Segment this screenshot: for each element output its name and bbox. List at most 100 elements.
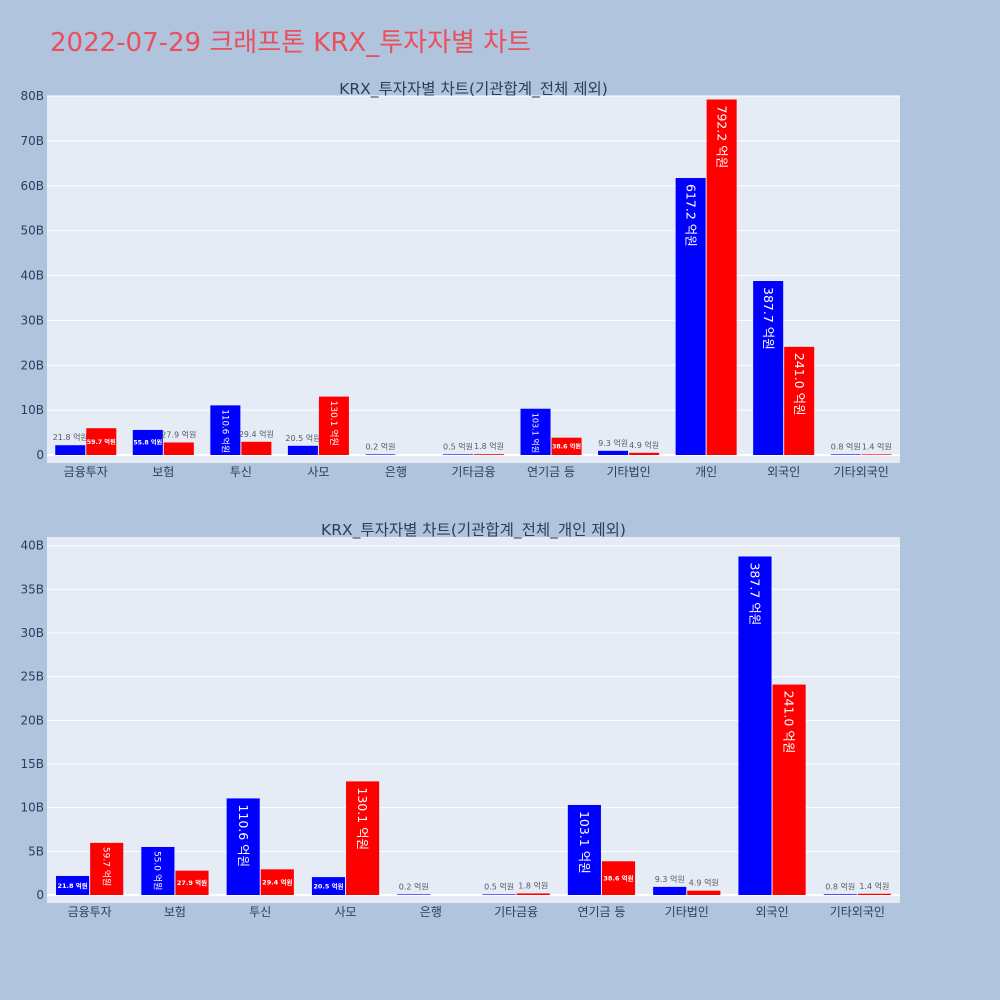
bar	[772, 684, 806, 895]
bar	[823, 894, 857, 895]
bar	[830, 454, 861, 455]
x-tick-label: 사모	[335, 905, 357, 919]
bar	[56, 875, 90, 895]
data-label: 241.0 억원	[782, 691, 797, 754]
bar	[365, 454, 396, 455]
x-tick-label: 금융투자	[68, 905, 112, 919]
y-tick-label: 30B	[20, 626, 44, 640]
x-tick-label: 외국인	[755, 905, 788, 919]
y-tick-label: 50B	[20, 224, 44, 238]
data-label: 27.9 억원	[161, 429, 196, 439]
bar	[738, 556, 772, 895]
bar	[687, 890, 721, 895]
data-label: 1.8 억원	[518, 880, 548, 890]
x-tick-label: 투신	[249, 905, 271, 919]
bar	[442, 454, 473, 455]
y-tick-label: 10B	[20, 801, 44, 815]
bar	[397, 894, 431, 895]
bar	[175, 870, 209, 895]
data-label: 9.3 억원	[598, 438, 628, 448]
data-label: 0.8 억원	[831, 441, 861, 451]
bar	[598, 450, 629, 455]
x-tick-label: 기타금융	[451, 465, 495, 479]
data-label: 55.8 억원	[133, 439, 162, 447]
x-tick-label: 은행	[385, 464, 407, 479]
data-label: 110.6 억원	[236, 804, 251, 867]
data-label: 59.7 억원	[87, 438, 116, 446]
bar	[629, 452, 660, 455]
data-label: 103.1 억원	[531, 413, 541, 453]
y-tick-label: 20B	[20, 358, 44, 372]
data-label: 241.0 억원	[792, 353, 807, 416]
data-label: 0.8 억원	[825, 881, 855, 891]
data-label: 21.8 억원	[57, 881, 87, 890]
x-tick-label: 연기금 등	[577, 905, 625, 919]
chart-all-investors: 0 10B 20B 30B 40B 50B 60B 70B 80B KRX_투자자별 차트(기관합…	[20, 80, 900, 479]
y-tick-label: 80B	[20, 89, 44, 103]
data-label: 0.5 억원	[443, 441, 473, 451]
bar	[857, 893, 891, 895]
x-tick-label: 기타법인	[607, 465, 651, 479]
x-tick-label: 보험	[164, 905, 186, 919]
bar	[706, 99, 737, 456]
x-tick-label: 기타법인	[665, 905, 709, 919]
bar	[318, 396, 349, 455]
page-title: 2022-07-29 크래프톤 KRX_투자자별 차트	[50, 28, 532, 58]
y-tick-label: 35B	[20, 582, 44, 596]
bar	[482, 894, 516, 895]
bar	[90, 842, 124, 895]
data-label: 0.2 억원	[365, 441, 395, 451]
bar	[516, 893, 550, 895]
y-tick-label: 10B	[20, 403, 44, 417]
y-tick-label: 25B	[20, 670, 44, 684]
chart-title: KRX_투자자별 차트(기관합계_전체 제외)	[339, 80, 608, 99]
x-tick-label: 투신	[230, 465, 252, 479]
x-tick-label: 사모	[307, 465, 329, 479]
data-label: 0.2 억원	[399, 881, 429, 891]
data-label: 20.5 억원	[285, 433, 320, 443]
bar	[601, 861, 636, 895]
data-label: 0.5 억원	[484, 881, 514, 891]
bar	[520, 408, 551, 455]
y-tick-label: 0	[36, 888, 44, 902]
bar	[653, 886, 687, 895]
bar	[55, 445, 86, 455]
data-label: 29.4 억원	[262, 877, 292, 886]
bar	[474, 454, 505, 455]
x-tick-label: 보험	[152, 465, 174, 479]
y-tick-label: 20B	[20, 713, 44, 727]
data-label: 617.2 억원	[683, 184, 698, 247]
x-tick-label: 외국인	[767, 465, 800, 479]
x-tick-label: 기타금융	[494, 905, 538, 919]
data-label: 21.8 억원	[53, 432, 88, 442]
data-label: 130.1 억원	[355, 787, 370, 850]
x-tick-label: 기타외국인	[834, 465, 889, 479]
bar	[86, 428, 117, 455]
y-tick-label: 40B	[20, 539, 44, 553]
y-tick-label: 15B	[20, 757, 44, 771]
data-label: 20.5 억원	[313, 881, 343, 890]
data-label: 29.4 억원	[239, 429, 274, 439]
bar	[346, 781, 380, 895]
y-tick-label: 70B	[20, 134, 44, 148]
bar	[210, 405, 241, 455]
data-label: 55.0 억원	[152, 851, 164, 890]
bar	[226, 798, 260, 895]
bar	[861, 454, 892, 455]
x-tick-label: 연기금 등	[527, 465, 575, 479]
chart-excluding-individuals: 0 5B 10B 15B 20B 25B 30B 35B 40B KRX_투자자별 차트(기관합계…	[20, 521, 900, 919]
bar	[132, 429, 163, 455]
bar	[311, 877, 346, 895]
y-tick-label: 40B	[20, 269, 44, 283]
y-tick-label: 60B	[20, 179, 44, 193]
y-tick-label: 0	[36, 448, 44, 462]
bar	[784, 346, 815, 455]
bar	[241, 441, 272, 455]
bar	[163, 442, 194, 455]
x-tick-label: 금융투자	[64, 465, 108, 479]
bar	[287, 445, 318, 455]
y-tick-label: 30B	[20, 313, 44, 327]
data-label: 387.7 억원	[748, 562, 763, 625]
data-label: 387.7 억원	[761, 287, 776, 350]
